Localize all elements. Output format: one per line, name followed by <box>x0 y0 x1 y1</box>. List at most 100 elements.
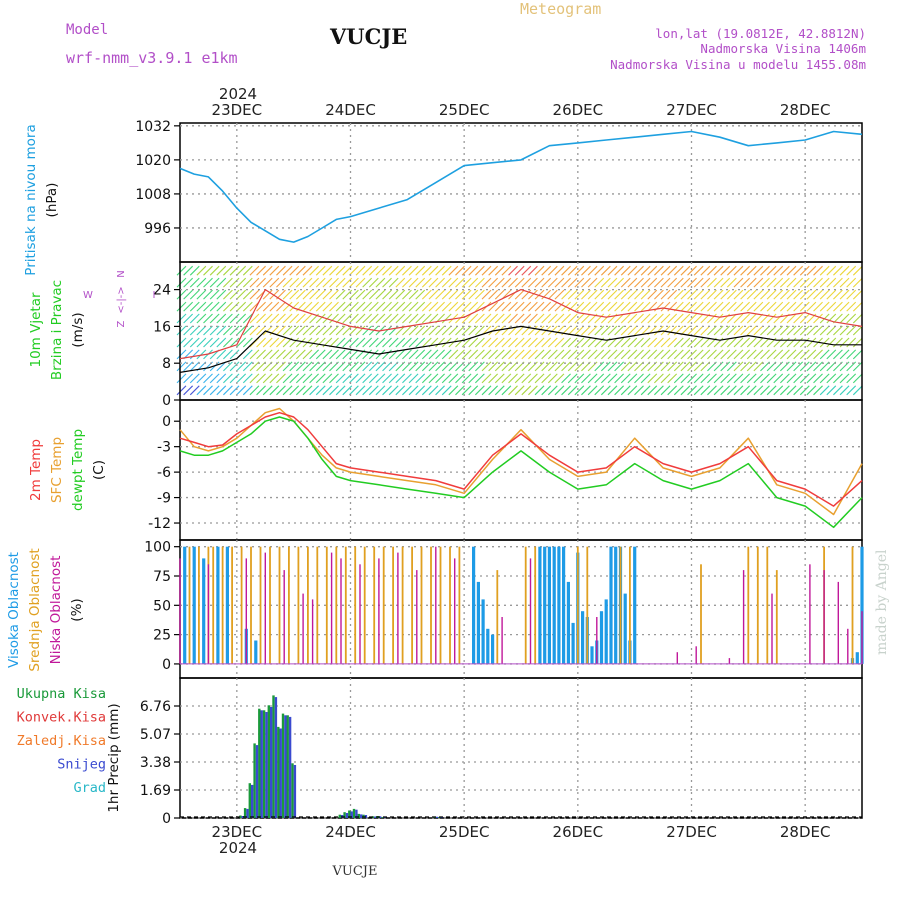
wind-barb <box>315 349 326 360</box>
wind-barb <box>766 385 777 396</box>
cloud-bar <box>775 570 778 664</box>
wind-barb <box>746 277 757 288</box>
wind-barb <box>852 385 863 396</box>
wind-barb <box>819 361 830 372</box>
wind-barb <box>223 277 233 288</box>
wind-barb <box>799 337 810 348</box>
snow-bar <box>293 765 297 818</box>
wind-barb <box>852 349 863 360</box>
cloud-bar <box>392 546 394 664</box>
wind-barb <box>720 265 731 276</box>
top-day-label: 26DEC <box>553 101 604 119</box>
wind-barb <box>474 325 485 336</box>
wind-barb <box>196 289 207 300</box>
wind-barb <box>276 337 286 348</box>
wind-barb <box>349 385 359 396</box>
wind-barb <box>474 301 485 312</box>
wind-barb <box>501 277 512 288</box>
y-tick-label: 1032 <box>135 119 171 135</box>
wind-barb <box>375 289 386 300</box>
wind-barb <box>309 289 320 300</box>
cloud-bar <box>240 546 243 664</box>
wind-barb <box>309 301 320 312</box>
wind-barb <box>547 301 558 312</box>
wind-barb <box>693 337 704 348</box>
wind-barb <box>236 301 247 312</box>
wind-barb <box>833 349 843 360</box>
wind-barb <box>541 349 552 360</box>
wind-barb <box>428 277 439 288</box>
cloud-bar <box>586 546 589 664</box>
wind-barb <box>693 301 704 312</box>
wind-barb <box>826 277 837 288</box>
wind-barb <box>627 301 638 312</box>
wind-barb <box>720 325 731 336</box>
wind-barb <box>408 325 419 336</box>
cloud-bar <box>179 558 181 664</box>
cloud-bar <box>728 658 731 664</box>
wind-barb <box>561 361 571 372</box>
wind-barb <box>229 361 240 372</box>
wind-barb <box>773 289 784 300</box>
wind-barb <box>753 277 764 288</box>
wind-barb <box>388 337 399 348</box>
wind-barb <box>581 301 591 312</box>
wind-barb <box>242 349 253 360</box>
wind-barb <box>547 373 558 384</box>
cloud-bar <box>325 546 328 664</box>
wind-barb <box>799 301 810 312</box>
wind-barb <box>428 265 439 276</box>
wind-barb <box>501 373 512 384</box>
wind-barb <box>408 289 419 300</box>
wind-barb <box>547 313 558 324</box>
wind-barb <box>561 277 571 288</box>
y-tick-label: 1020 <box>135 153 171 169</box>
wind-barb <box>773 313 784 324</box>
wind-barb <box>779 373 790 384</box>
wind-barb <box>455 301 465 312</box>
station-title: VUCJE <box>329 24 407 49</box>
wind-barb <box>654 385 664 396</box>
rain-bar <box>253 743 256 818</box>
wind-barb <box>421 301 432 312</box>
wind-barb <box>733 385 744 396</box>
wind-barb <box>693 385 704 396</box>
wind-barb <box>262 313 273 324</box>
wind-barb <box>786 373 797 384</box>
wind-barb <box>189 301 200 312</box>
wind-barb <box>627 289 638 300</box>
wind-barb <box>587 301 598 312</box>
wind-barb <box>746 313 757 324</box>
wind-barb <box>700 325 711 336</box>
wind-barb <box>223 313 233 324</box>
wind-barb <box>833 325 843 336</box>
precip-legend-item: Konvek.Kisa <box>17 710 106 726</box>
wind-barb <box>203 277 213 288</box>
wind-barb <box>382 373 392 384</box>
wind-barb <box>435 265 445 276</box>
wind-barb <box>236 361 247 372</box>
wind-barb <box>474 349 485 360</box>
wind-barb <box>528 313 538 324</box>
y-tick-label: 996 <box>144 221 171 237</box>
wind-barb <box>415 313 426 324</box>
wind-barb <box>329 385 339 396</box>
wind-barb <box>342 337 353 348</box>
wind-barb <box>547 277 558 288</box>
wind-barb <box>488 277 499 288</box>
wind-barb <box>740 361 750 372</box>
rain-bar <box>343 812 346 818</box>
wind-barb <box>474 289 485 300</box>
y-axis-label: 2m Temp <box>28 439 44 501</box>
wind-barb <box>203 325 213 336</box>
wind-barb <box>746 301 757 312</box>
wind-barb <box>342 265 353 276</box>
wind-barb <box>687 349 697 360</box>
wind-barb <box>793 385 804 396</box>
top-day-label: 27DEC <box>666 101 717 119</box>
wind-barb <box>242 289 253 300</box>
wind-barb <box>295 277 306 288</box>
cloud-bar <box>359 564 361 664</box>
wind-barb <box>455 325 465 336</box>
wind-barb <box>760 349 770 360</box>
